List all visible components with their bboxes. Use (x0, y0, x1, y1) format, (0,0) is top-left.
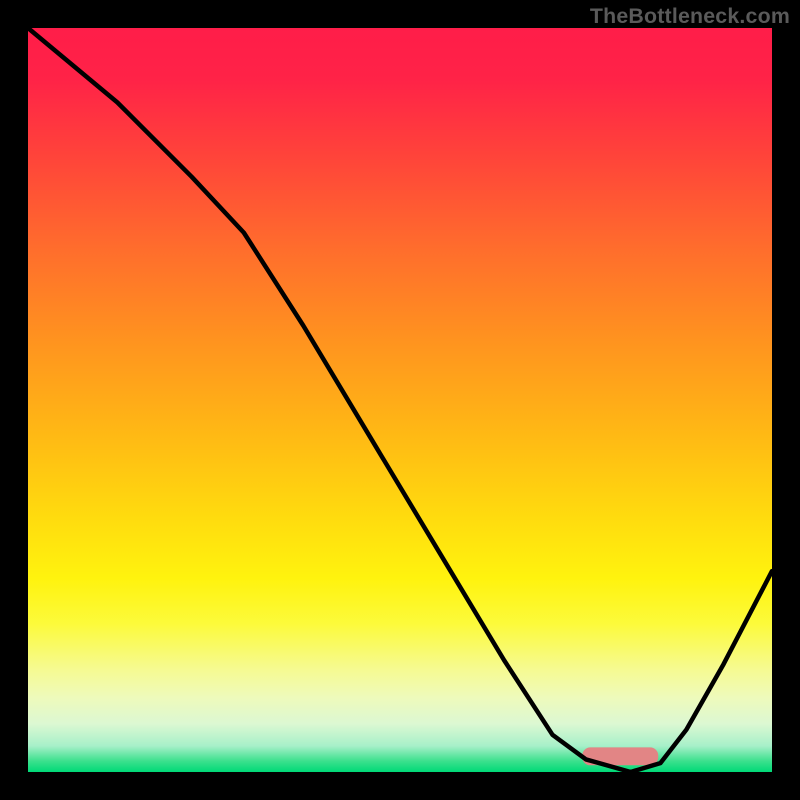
bottleneck-chart: TheBottleneck.com (0, 0, 800, 800)
watermark-text: TheBottleneck.com (590, 4, 790, 29)
chart-svg (0, 0, 800, 800)
plot-background (28, 28, 772, 772)
